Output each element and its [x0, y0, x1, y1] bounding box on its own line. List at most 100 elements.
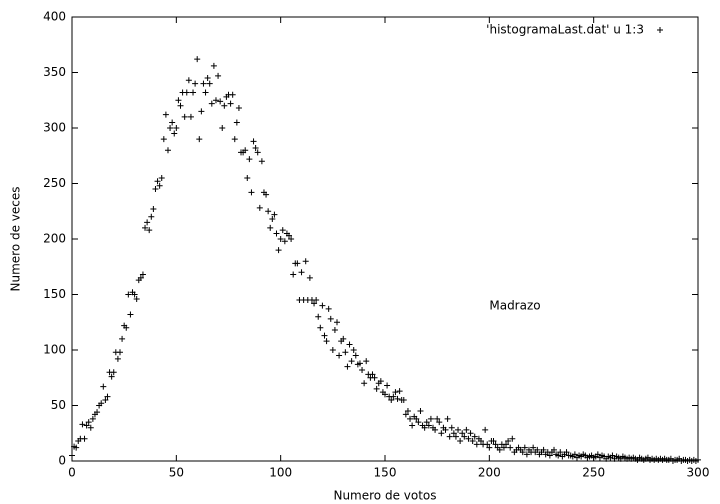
data-point — [229, 91, 236, 98]
data-point — [244, 174, 251, 181]
data-point — [519, 449, 526, 456]
data-point — [187, 113, 194, 120]
data-point — [425, 422, 432, 429]
x-tick-label: 100 — [269, 466, 292, 480]
data-point — [258, 158, 265, 165]
data-point — [219, 125, 226, 131]
data-point — [505, 438, 512, 445]
data-point — [500, 444, 507, 451]
data-point — [164, 147, 171, 154]
data-point — [521, 444, 528, 451]
data-point — [256, 204, 263, 211]
data-point — [415, 419, 422, 426]
data-point — [202, 89, 209, 96]
data-point — [194, 56, 201, 63]
y-tick-label: 0 — [58, 454, 66, 468]
data-point — [317, 324, 324, 331]
data-point — [302, 258, 309, 265]
data-point — [555, 452, 562, 459]
y-tick-label: 100 — [43, 343, 66, 357]
data-point — [154, 178, 161, 185]
data-point — [102, 396, 109, 403]
data-point — [319, 302, 326, 309]
x-axis-label: Numero de votos — [333, 489, 436, 503]
data-point — [288, 236, 295, 242]
data-point — [459, 430, 466, 437]
data-point — [116, 349, 123, 356]
data-point — [167, 125, 174, 131]
data-point — [407, 415, 414, 422]
data-point — [417, 408, 424, 415]
data-point — [496, 446, 503, 453]
data-point — [373, 385, 380, 392]
data-point — [114, 355, 121, 362]
data-point — [503, 441, 510, 448]
data-point — [313, 297, 320, 304]
data-point — [133, 295, 140, 302]
data-point — [402, 411, 409, 418]
data-point — [267, 224, 274, 231]
data-point — [85, 419, 92, 426]
data-point — [507, 444, 514, 451]
data-point — [175, 97, 182, 104]
data-point — [534, 446, 541, 453]
data-point — [356, 360, 363, 367]
data-point — [127, 311, 134, 318]
data-point — [281, 238, 288, 245]
data-point — [348, 358, 355, 365]
data-point — [452, 433, 459, 440]
data-point — [359, 366, 366, 373]
data-point — [315, 313, 322, 320]
data-point — [73, 444, 80, 451]
x-tick-label: 150 — [374, 466, 397, 480]
data-point — [83, 422, 90, 429]
data-point — [298, 269, 305, 276]
data-point — [254, 149, 261, 156]
data-point — [404, 408, 411, 415]
data-point — [139, 271, 146, 278]
data-point — [173, 125, 180, 131]
x-tick-label: 0 — [68, 466, 76, 480]
data-point — [148, 213, 155, 220]
data-point — [273, 230, 280, 237]
data-point — [183, 89, 190, 96]
data-point — [137, 274, 144, 281]
y-tick-label: 350 — [43, 65, 66, 79]
data-point — [467, 430, 474, 437]
data-point — [457, 438, 464, 445]
data-point — [196, 136, 203, 143]
y-tick-label: 150 — [43, 287, 66, 301]
data-point — [546, 452, 553, 459]
data-point — [294, 260, 301, 267]
data-point — [94, 409, 101, 416]
data-point — [227, 100, 234, 107]
y-tick-label: 300 — [43, 121, 66, 135]
data-point — [469, 438, 476, 445]
data-point — [131, 291, 138, 298]
data-point — [171, 130, 178, 137]
data-point — [334, 319, 341, 326]
data-point — [436, 419, 443, 426]
data-point — [69, 452, 75, 459]
data-point — [286, 232, 293, 239]
data-point — [89, 415, 96, 422]
data-point — [144, 219, 151, 226]
data-point — [277, 236, 284, 242]
data-point — [340, 335, 347, 342]
data-point — [448, 424, 455, 431]
data-point — [290, 271, 297, 278]
data-point — [484, 441, 491, 448]
data-point — [200, 80, 207, 87]
data-point — [369, 371, 376, 378]
data-point — [557, 449, 564, 456]
data-point — [390, 393, 397, 400]
data-point — [551, 446, 558, 453]
data-point — [252, 144, 259, 151]
data-point — [400, 396, 407, 403]
data-point — [438, 430, 445, 437]
data-point — [461, 433, 468, 440]
data-point — [231, 136, 238, 143]
data-point — [363, 358, 370, 365]
data-point — [208, 100, 215, 107]
